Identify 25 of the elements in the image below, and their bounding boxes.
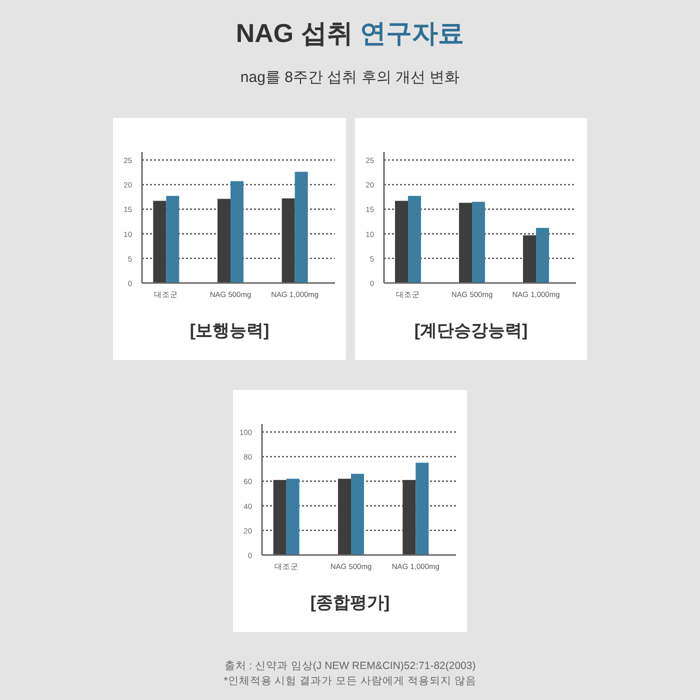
- bar: [459, 202, 472, 283]
- text: [종합평가]: [310, 593, 390, 612]
- bar: [408, 196, 421, 283]
- bar: [416, 462, 429, 555]
- bar: [230, 181, 244, 283]
- bar: [282, 198, 295, 283]
- bar: [523, 235, 536, 283]
- bar: [166, 196, 180, 283]
- bar: [351, 474, 364, 555]
- bar: [395, 200, 408, 283]
- bar: [402, 480, 416, 555]
- bar: [536, 228, 549, 283]
- bar: [153, 200, 166, 283]
- bar: [294, 172, 308, 283]
- text: nag를 8주간 섭취 후의 개선 변화: [240, 69, 460, 86]
- bar: [286, 478, 300, 555]
- text: [계단승강능력]: [414, 321, 528, 340]
- text: *인체적용 시험 결과가 모든 사람에게 적용되지 않음: [224, 675, 476, 687]
- text: [보행능력]: [190, 321, 270, 340]
- bar: [218, 198, 230, 283]
- text: NAG 섭취 연구자료: [236, 18, 464, 48]
- source-note: 출처 : 신약과 임상(J NEW REM&CIN)52:71-82(2003): [224, 660, 476, 672]
- bar: [273, 480, 286, 555]
- bar: [338, 478, 351, 555]
- bar: [472, 202, 485, 283]
